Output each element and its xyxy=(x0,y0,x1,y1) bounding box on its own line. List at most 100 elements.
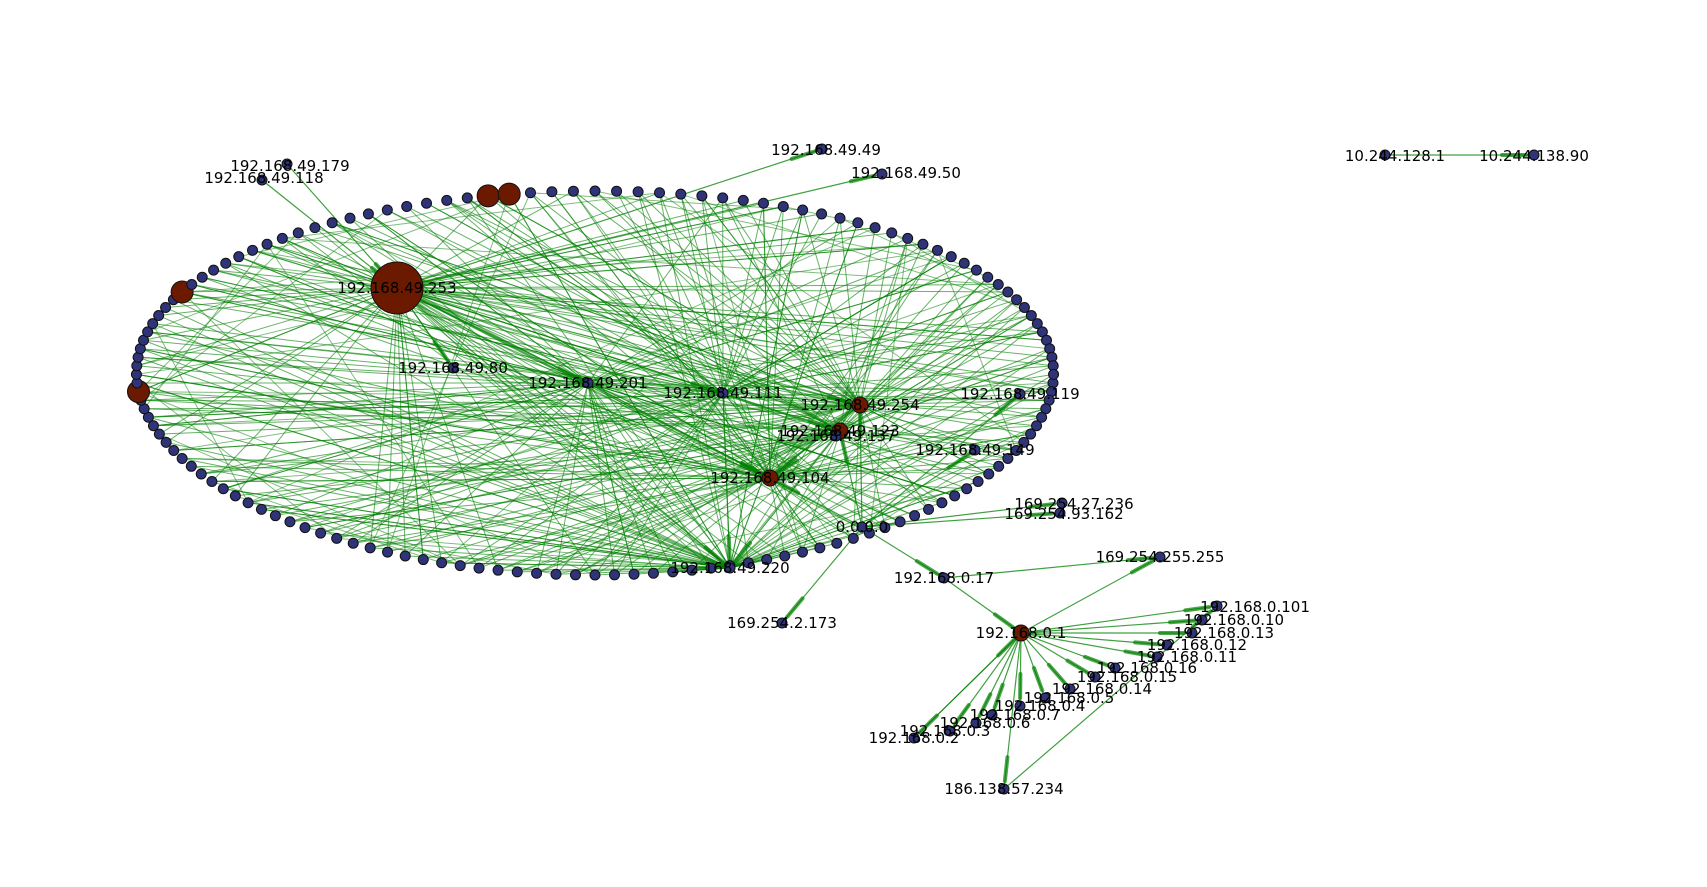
nodes xyxy=(256,143,1540,795)
ring-host-node xyxy=(255,503,267,515)
ring-host-node xyxy=(863,527,875,539)
node-label: 192.168.0.14 xyxy=(1052,680,1152,698)
node-192-168-49-118 xyxy=(256,174,268,186)
ring-host-node xyxy=(589,569,601,581)
edge-arrowhead xyxy=(952,703,971,727)
ring-edge xyxy=(729,250,938,569)
node-192-168-0-13 xyxy=(1186,627,1198,639)
ring-edge xyxy=(637,191,861,406)
node-label: 192.168.0.6 xyxy=(940,714,1031,732)
node-192-168-0-17 xyxy=(938,572,950,584)
node-label: 192.168.0.16 xyxy=(1097,659,1197,677)
node-label: 192.168.49.137 xyxy=(776,427,895,445)
ring-host-node xyxy=(923,503,935,515)
ring-edge xyxy=(722,291,1009,394)
ring-edge xyxy=(266,243,861,406)
ring-host-node xyxy=(284,516,296,528)
ring-host-node xyxy=(168,444,180,456)
ring-host-node xyxy=(185,460,197,472)
ring-host-node xyxy=(611,185,623,197)
ring-host-node xyxy=(399,550,411,562)
edge-arrowhead xyxy=(946,452,971,471)
ring-host-node xyxy=(1036,411,1048,423)
ring-edge xyxy=(138,356,861,406)
ring-host-node xyxy=(1018,302,1030,314)
node-label: 10.244.138.90 xyxy=(1479,147,1589,165)
ring-host-node xyxy=(206,475,218,487)
ring-edge xyxy=(859,399,1050,406)
ring-edge xyxy=(729,373,1054,569)
node-192-168-0-5 xyxy=(1039,692,1051,704)
ring-edge xyxy=(722,256,952,394)
ring-edge xyxy=(396,287,999,467)
ring-edge xyxy=(140,348,724,394)
ring-host-node xyxy=(647,567,659,579)
ring-host-node xyxy=(309,222,321,234)
ring-host-node xyxy=(1025,428,1037,440)
ring-host-node xyxy=(777,200,789,212)
ring-edge xyxy=(138,391,596,576)
ring-edge xyxy=(152,323,249,503)
node-192-168-0-101 xyxy=(1211,600,1223,612)
ring-edge xyxy=(282,237,999,286)
node-label: 192.168.49.254 xyxy=(800,396,919,414)
node-label: 169.254.2.173 xyxy=(727,614,837,632)
ring-edge xyxy=(659,192,731,569)
node-192-168-0-3 xyxy=(944,725,956,737)
ring-edge xyxy=(396,192,660,289)
ring-host-node xyxy=(869,222,881,234)
ring-host-node xyxy=(742,557,754,569)
ring-edge xyxy=(248,404,861,504)
ring-edge xyxy=(530,192,821,549)
ring-edge xyxy=(211,287,398,482)
ring-edge xyxy=(839,217,1017,301)
ring-host-node xyxy=(909,510,921,522)
ring-edge xyxy=(446,199,724,394)
ring-host-node xyxy=(242,497,254,509)
node-label: 192.168.49.123 xyxy=(780,422,899,440)
ring-host-node xyxy=(1031,420,1043,432)
ring-edge xyxy=(282,192,660,239)
ring-edge xyxy=(140,348,731,569)
ring-edge xyxy=(859,269,977,406)
ring-host-node xyxy=(344,212,356,224)
ring-host-node xyxy=(814,542,826,554)
ring-host-node xyxy=(176,452,188,464)
ring-host-node xyxy=(1031,318,1043,330)
node-label: 192.168.0.10 xyxy=(1184,611,1284,629)
ring-edge xyxy=(729,323,1038,569)
ring-host-node xyxy=(696,190,708,202)
ring-edge xyxy=(729,425,1037,569)
ring-edge xyxy=(769,218,841,479)
node-192-168-49-50 xyxy=(876,168,888,180)
ring-host-node xyxy=(401,200,413,212)
ring-host-node xyxy=(546,186,558,198)
node-label: 192.168.0.11 xyxy=(1137,648,1237,666)
ring-host-node xyxy=(196,271,208,283)
node-label: 192.168.49.179 xyxy=(230,157,349,175)
ring-edge xyxy=(153,404,861,427)
node-labels: 192.168.49.253192.168.49.179192.168.49.1… xyxy=(204,141,1589,798)
ring-edge xyxy=(587,249,938,384)
ring-edge xyxy=(147,193,510,333)
ring-edge xyxy=(289,477,771,523)
ring-edge xyxy=(396,227,876,289)
edge-arrowhead xyxy=(1046,662,1067,685)
ring-host-node xyxy=(972,475,984,487)
node-label: 186.138.57.234 xyxy=(944,780,1063,798)
ring-edge xyxy=(143,339,589,384)
ring-host-node xyxy=(531,567,543,579)
ring-edge xyxy=(368,213,589,384)
ring-edge xyxy=(140,209,388,401)
ring-edge xyxy=(853,425,1037,539)
ring-host-node xyxy=(454,560,466,572)
ring-edge xyxy=(839,299,1017,432)
ring-edge xyxy=(446,200,771,479)
ring-edge xyxy=(769,457,1008,479)
ring-edge xyxy=(320,532,730,567)
ring-edge xyxy=(331,222,841,432)
ring-edge xyxy=(153,382,1054,427)
ring-edge xyxy=(839,430,943,504)
edge-arrowhead xyxy=(726,534,732,563)
ring-edge xyxy=(637,191,771,479)
